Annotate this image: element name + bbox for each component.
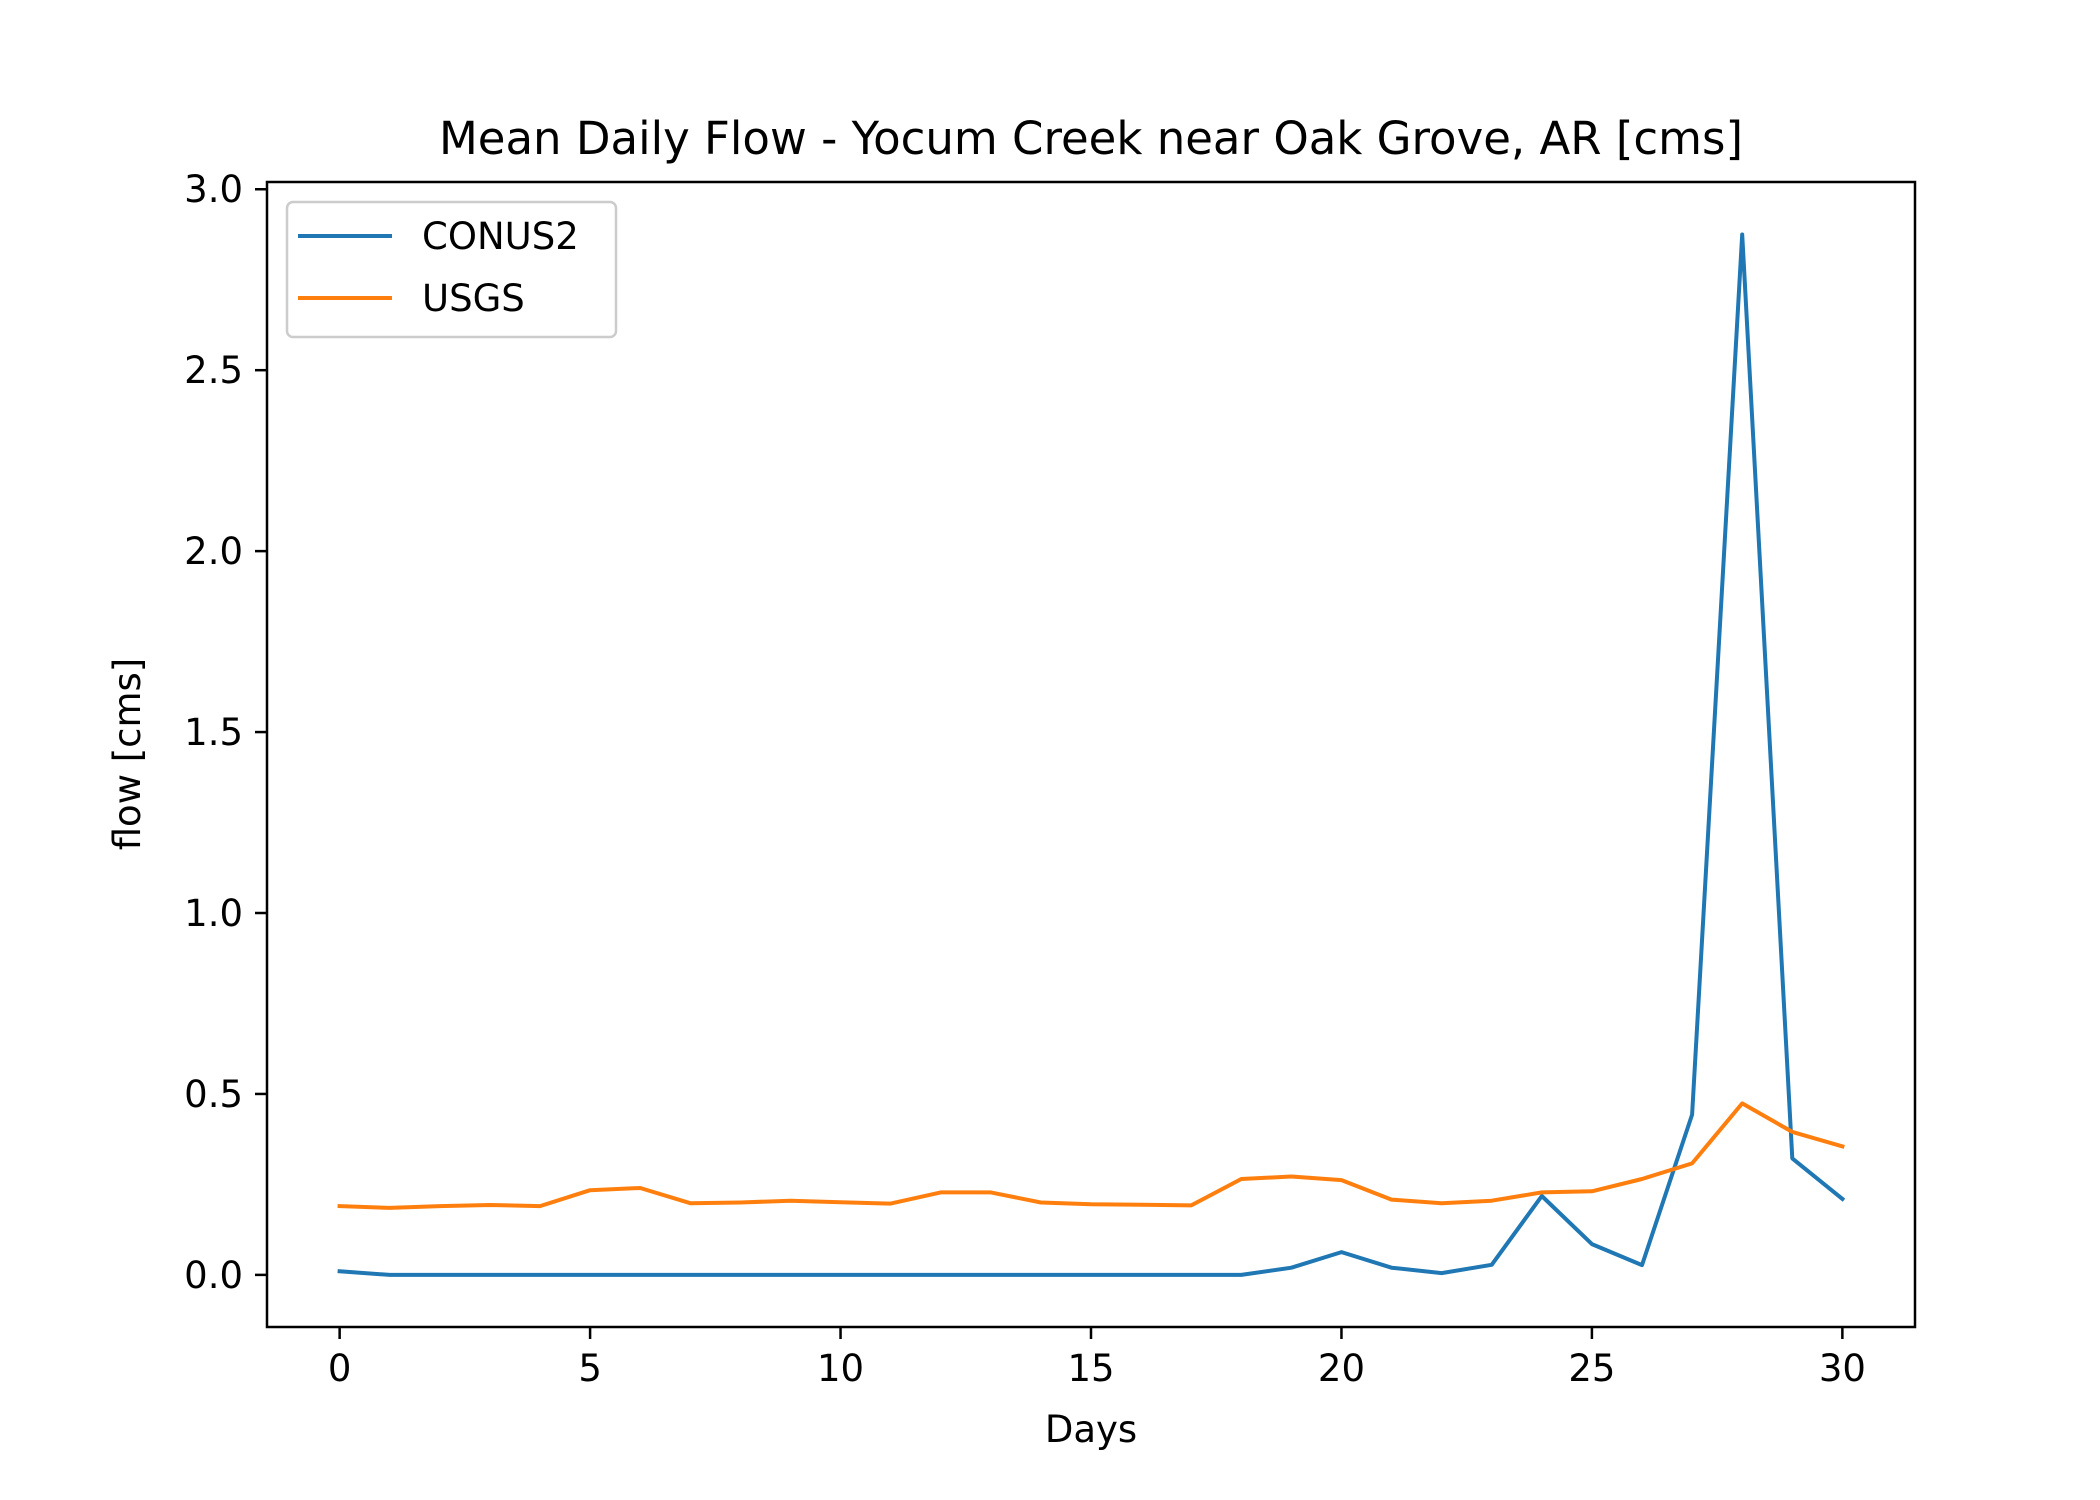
legend-label-conus2: CONUS2 xyxy=(422,215,579,258)
x-tick-label: 30 xyxy=(1819,1347,1866,1390)
x-tick-label: 10 xyxy=(817,1347,864,1390)
x-tick-label: 0 xyxy=(328,1347,352,1390)
y-tick-label: 2.0 xyxy=(184,530,243,573)
y-tick-label: 1.5 xyxy=(184,711,243,754)
series-line-usgs xyxy=(337,1101,1845,1210)
chart-title: Mean Daily Flow - Yocum Creek near Oak G… xyxy=(439,112,1743,165)
y-tick-label: 3.0 xyxy=(184,168,243,211)
plot-area xyxy=(267,182,1915,1327)
legend: CONUS2 USGS xyxy=(285,200,618,339)
y-tick-label: 2.5 xyxy=(184,349,243,392)
y-axis-ticks: 0.0 0.5 1.0 1.5 2.0 2.5 3.0 xyxy=(184,168,267,1297)
y-tick-label: 0.0 xyxy=(184,1254,243,1297)
series-lines xyxy=(337,232,1846,1277)
x-tick-label: 20 xyxy=(1318,1347,1365,1390)
x-axis-label: Days xyxy=(1045,1408,1137,1451)
x-tick-label: 15 xyxy=(1067,1347,1114,1390)
x-axis-ticks: 0 5 10 15 20 25 30 xyxy=(328,1327,1866,1390)
series-line-conus2 xyxy=(337,232,1846,1277)
y-tick-label: 1.0 xyxy=(184,892,243,935)
y-tick-label: 0.5 xyxy=(184,1073,243,1116)
legend-label-usgs: USGS xyxy=(422,277,525,320)
x-tick-label: 5 xyxy=(578,1347,602,1390)
y-axis-label: flow [cms] xyxy=(106,658,149,851)
x-tick-label: 25 xyxy=(1568,1347,1615,1390)
